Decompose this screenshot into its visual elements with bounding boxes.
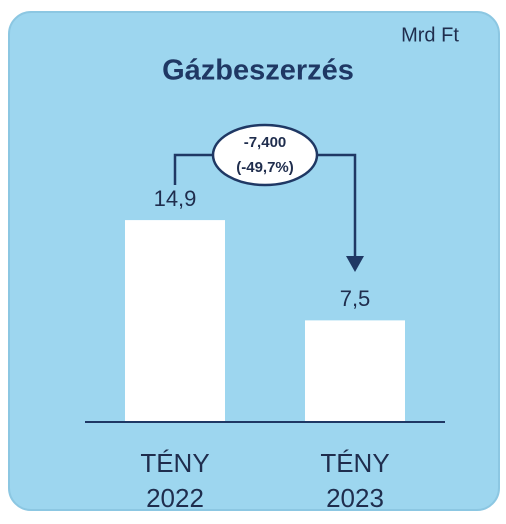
value-label: 14,9 [154,186,197,211]
change-bubble [211,123,319,187]
x-tick-label: TÉNY 2022 [140,448,209,513]
arrow-head [346,256,364,272]
chart-title: Gázbeszerzés [162,55,354,87]
x-tick-label: TÉNY 2023 [320,448,389,513]
value-label: 7,5 [340,286,371,311]
panel [8,11,500,511]
change-percent: (-49,7%) [236,159,294,176]
bar [125,220,225,422]
unit-label: Mrd Ft [401,24,459,46]
bar [305,320,405,422]
change-value: -7,400 [244,134,287,151]
